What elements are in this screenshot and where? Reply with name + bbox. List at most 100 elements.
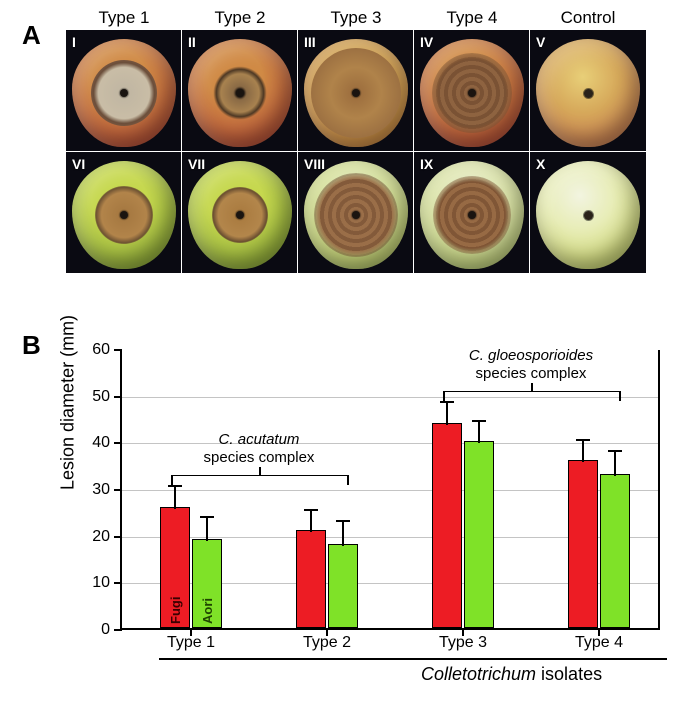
y-tick — [114, 536, 122, 538]
inoculation-point — [120, 211, 128, 219]
inoculation-point — [120, 89, 128, 97]
error-bar — [614, 450, 616, 476]
roman-numeral: VI — [72, 156, 85, 172]
y-tick — [114, 582, 122, 584]
apple-cell: IV — [414, 30, 530, 152]
error-bar — [174, 485, 176, 508]
y-tick-label: 20 — [92, 528, 110, 546]
inoculation-point — [352, 211, 360, 219]
bracket-stem — [259, 467, 261, 475]
inoculation-point — [468, 89, 476, 97]
x-tick-label: Type 3 — [439, 634, 487, 652]
error-cap — [200, 516, 214, 518]
inoculation-point — [584, 211, 593, 220]
bracket-end — [347, 475, 349, 485]
y-tick-label: 40 — [92, 434, 110, 452]
bracket-end — [171, 475, 173, 485]
panel-a-label: A — [22, 20, 41, 51]
inoculation-point — [352, 89, 360, 97]
panel-a: A Type 1 Type 2 Type 3 Type 4 Control II… — [30, 8, 650, 274]
col-header: Type 3 — [298, 8, 414, 28]
y-tick — [114, 489, 122, 491]
roman-numeral: IX — [420, 156, 433, 172]
group-bracket — [443, 391, 619, 392]
grid-line — [122, 443, 658, 444]
x-tick-label: Type 2 — [303, 634, 351, 652]
bracket-end — [619, 391, 621, 401]
y-tick-label: 50 — [92, 388, 110, 406]
x-axis-title-plain: isolates — [536, 664, 602, 684]
apple-row: IIIIIIIVV — [66, 30, 650, 152]
y-tick — [114, 442, 122, 444]
roman-numeral: VII — [188, 156, 205, 172]
error-cap — [440, 401, 454, 403]
error-bar — [446, 401, 448, 424]
error-bar — [206, 516, 208, 542]
roman-numeral: X — [536, 156, 545, 172]
bracket-end — [443, 391, 445, 401]
apple-cell: II — [182, 30, 298, 152]
col-header: Control — [530, 8, 646, 28]
apple-cell: X — [530, 152, 646, 274]
col-header: Type 4 — [414, 8, 530, 28]
apple-cell: V — [530, 30, 646, 152]
error-cap — [168, 485, 182, 487]
bar-aori — [328, 544, 358, 628]
inoculation-point — [236, 211, 244, 219]
y-tick — [114, 629, 122, 631]
roman-numeral: II — [188, 34, 196, 50]
y-tick-label: 30 — [92, 481, 110, 499]
x-tick-label: Type 4 — [575, 634, 623, 652]
roman-numeral: I — [72, 34, 76, 50]
apple-cell: VII — [182, 152, 298, 274]
apple-row: VI VII VIII IX X — [66, 152, 650, 274]
col-header: Type 1 — [66, 8, 182, 28]
panel-a-column-headers: Type 1 Type 2 Type 3 Type 4 Control — [66, 8, 650, 28]
y-tick-label: 60 — [92, 341, 110, 359]
roman-numeral: VIII — [304, 156, 325, 172]
x-axis-title-italic: Colletotrichum — [421, 664, 536, 684]
error-cap — [304, 509, 318, 511]
error-bar — [342, 520, 344, 546]
x-axis-title: Colletotrichum isolates — [421, 664, 602, 685]
bar-chart: 0102030405060Type 1Type 2Type 3Type 4Fug… — [120, 350, 660, 630]
panel-b: B Lesion diameter (mm) 0102030405060Type… — [30, 330, 660, 690]
bar-fugi — [568, 460, 598, 628]
bar-aori — [600, 474, 630, 628]
apple-cell: VIII — [298, 152, 414, 274]
bar-aori — [464, 441, 494, 628]
y-tick-label: 10 — [92, 574, 110, 592]
group-bracket — [171, 475, 347, 476]
inoculation-point — [468, 211, 476, 219]
error-cap — [336, 520, 350, 522]
roman-numeral: IV — [420, 34, 433, 50]
inoculation-point — [236, 89, 244, 97]
bracket-stem — [531, 383, 533, 391]
apple-cell: VI — [66, 152, 182, 274]
apple-image-grid: IIIIIIIVVVIVIIVIIIIXX — [66, 30, 650, 274]
apple-cell: IX — [414, 152, 530, 274]
panel-b-label: B — [22, 330, 41, 361]
error-bar — [582, 439, 584, 462]
y-axis-title: Lesion diameter (mm) — [58, 315, 79, 490]
inoculation-point — [584, 89, 593, 98]
error-cap — [472, 420, 486, 422]
roman-numeral: III — [304, 34, 316, 50]
annotation-text: C. acutatumspecies complex — [204, 431, 315, 466]
y-tick — [114, 349, 122, 351]
annotation-text: C. gloeosporioidesspecies complex — [469, 347, 593, 382]
error-cap — [608, 450, 622, 452]
x-tick-label: Type 1 — [167, 634, 215, 652]
series-label-fugi: Fugi — [168, 597, 183, 624]
y-tick-label: 0 — [101, 621, 110, 639]
apple-cell: I — [66, 30, 182, 152]
series-label-aori: Aori — [200, 598, 215, 624]
apple-cell: III — [298, 30, 414, 152]
error-cap — [576, 439, 590, 441]
error-bar — [310, 509, 312, 532]
grid-line — [122, 397, 658, 398]
bar-fugi — [432, 423, 462, 628]
col-header: Type 2 — [182, 8, 298, 28]
bar-fugi — [296, 530, 326, 628]
roman-numeral: V — [536, 34, 545, 50]
